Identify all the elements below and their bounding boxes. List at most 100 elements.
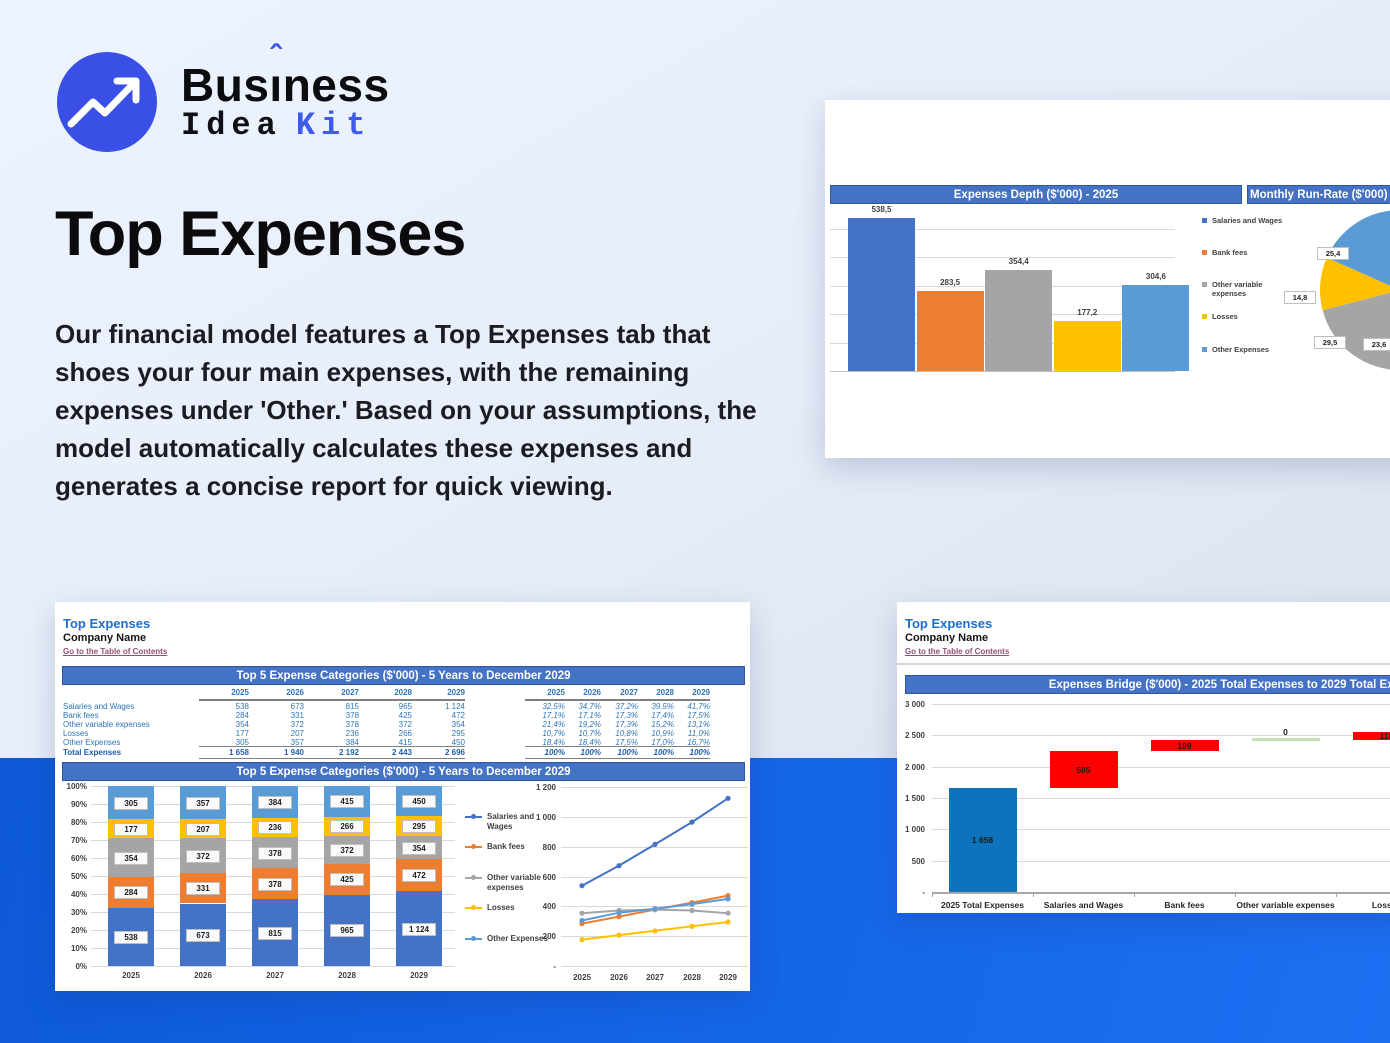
brand-name-part: ness bbox=[282, 59, 390, 111]
total-rule bbox=[199, 745, 465, 747]
table-cell: 17,5% bbox=[687, 711, 710, 720]
bar bbox=[848, 218, 915, 371]
x-axis-tick bbox=[1033, 892, 1034, 897]
x-axis-label: Salaries and Wages bbox=[1043, 900, 1124, 910]
segment-data-label: 450 bbox=[402, 795, 436, 808]
table-of-contents-link[interactable]: Go to the Table of Contents bbox=[905, 647, 1010, 656]
table-cell: 10,7% bbox=[578, 729, 601, 738]
y-axis-label: 50% bbox=[70, 872, 87, 881]
monthly-run-rate-pie-chart: 23,6 29,5 14,8 25,4 bbox=[1284, 205, 1390, 375]
table-cell: 378 bbox=[345, 720, 359, 729]
sheet-title: Top Expenses bbox=[63, 616, 151, 631]
table-cell: 372 bbox=[398, 720, 412, 729]
x-axis-line bbox=[830, 371, 1175, 372]
table-cell: 425 bbox=[398, 711, 412, 720]
y-axis-label: 500 bbox=[911, 856, 925, 866]
brand-i-glyph: ı bbox=[269, 59, 283, 111]
segment-data-label: 538 bbox=[114, 930, 148, 944]
page-title: Top Expenses bbox=[55, 199, 466, 269]
y-axis-label: 10% bbox=[70, 944, 87, 953]
screenshot-top5-expense-categories-panel: Top Expenses Company Name Go to the Tabl… bbox=[55, 602, 750, 991]
segment-data-label: 815 bbox=[258, 926, 292, 940]
x-axis-label: Losses bbox=[1371, 900, 1390, 910]
table-cell: 1 124 bbox=[444, 702, 465, 711]
header-rule bbox=[525, 699, 710, 701]
legend-marker-dot bbox=[471, 814, 476, 819]
pie-data-label: 29,5 bbox=[1314, 336, 1346, 349]
table-cell: 13,1% bbox=[687, 720, 710, 729]
segment-data-label: 236 bbox=[258, 821, 292, 835]
table-row-label: Other variable expenses bbox=[63, 720, 150, 729]
table-total-cell: 100% bbox=[544, 748, 565, 757]
legend-label: Bank fees bbox=[1212, 248, 1248, 257]
gridline bbox=[932, 829, 1390, 831]
table-year-header: 2028 bbox=[656, 688, 674, 697]
segment-data-label: 354 bbox=[114, 851, 148, 865]
table-row-label: Losses bbox=[63, 729, 89, 738]
line-marker bbox=[652, 906, 658, 912]
table-total-cell: 2 443 bbox=[391, 748, 412, 757]
y-axis-label: 30% bbox=[70, 908, 87, 917]
segment-data-label: 331 bbox=[186, 882, 220, 896]
y-axis-label: 20% bbox=[70, 926, 87, 935]
table-cell: 21,4% bbox=[542, 720, 565, 729]
table-year-header: 2027 bbox=[341, 688, 359, 697]
y-axis-label: 1 200 bbox=[535, 783, 556, 792]
line-marker bbox=[689, 901, 695, 907]
bar-data-label: 304,6 bbox=[1145, 271, 1166, 281]
gridline bbox=[830, 229, 1175, 230]
legend-marker-dot bbox=[471, 936, 476, 941]
chart-header-monthly-run-rate: Monthly Run-Rate ($'000) - 2025 bbox=[1247, 185, 1390, 204]
table-year-header: 2027 bbox=[620, 688, 638, 697]
y-axis-label: 0% bbox=[75, 962, 87, 971]
line-marker bbox=[652, 928, 658, 934]
gridline bbox=[561, 936, 748, 938]
sheet-company-name: Company Name bbox=[905, 632, 989, 644]
brand-name-part: Bus bbox=[181, 59, 270, 111]
table-cell: 37,2% bbox=[615, 702, 638, 711]
x-axis-label: 2025 bbox=[122, 971, 140, 980]
segment-data-label: 177 bbox=[114, 822, 148, 836]
gridline bbox=[932, 704, 1390, 705]
table-year-header: 2026 bbox=[583, 688, 601, 697]
table-year-header: 2025 bbox=[231, 688, 249, 697]
header-rule bbox=[199, 699, 465, 701]
table-cell: 236 bbox=[345, 729, 359, 738]
brand-word-kit: Kit bbox=[295, 107, 372, 144]
y-axis-label: 70% bbox=[70, 836, 87, 845]
y-axis-label: 40% bbox=[70, 890, 87, 899]
bar-data-label: 177,2 bbox=[1077, 307, 1098, 317]
line-marker bbox=[616, 914, 622, 920]
table-year-header: 2029 bbox=[447, 688, 465, 697]
bar-data-label: 283,5 bbox=[940, 277, 961, 287]
segment-data-label: 415 bbox=[330, 795, 364, 809]
y-axis-label: - bbox=[553, 962, 556, 971]
line-marker bbox=[579, 883, 585, 889]
table-cell: 10,8% bbox=[615, 729, 638, 738]
segment-data-label: 673 bbox=[186, 928, 220, 942]
y-axis-label: 90% bbox=[70, 800, 87, 809]
table-of-contents-link[interactable]: Go to the Table of Contents bbox=[63, 647, 168, 656]
table-cell: 378 bbox=[345, 711, 359, 720]
segment-data-label: 372 bbox=[186, 849, 220, 863]
table-year-header: 2025 bbox=[547, 688, 565, 697]
bottom-rule bbox=[199, 758, 465, 759]
table-cell: 18,4% bbox=[578, 738, 601, 747]
x-axis-label: 2025 Total Expenses bbox=[941, 900, 1024, 910]
x-axis-label: 2026 bbox=[610, 973, 628, 982]
table-cell: 331 bbox=[290, 711, 304, 720]
line-marker bbox=[579, 937, 585, 943]
table-year-header: 2029 bbox=[692, 688, 710, 697]
trend-arrow-icon bbox=[57, 52, 157, 152]
table-cell: 305 bbox=[235, 738, 249, 747]
table-total-cell: 100% bbox=[689, 748, 710, 757]
legend-marker bbox=[1202, 218, 1207, 223]
line-marker bbox=[725, 896, 731, 902]
line-chart-svg bbox=[579, 795, 731, 943]
pie-data-label: 14,8 bbox=[1284, 291, 1316, 304]
bar bbox=[916, 290, 984, 371]
waterfall-data-label: 118 bbox=[1379, 730, 1390, 741]
legend-marker-dot bbox=[471, 905, 476, 910]
segment-data-label: 472 bbox=[402, 869, 436, 883]
